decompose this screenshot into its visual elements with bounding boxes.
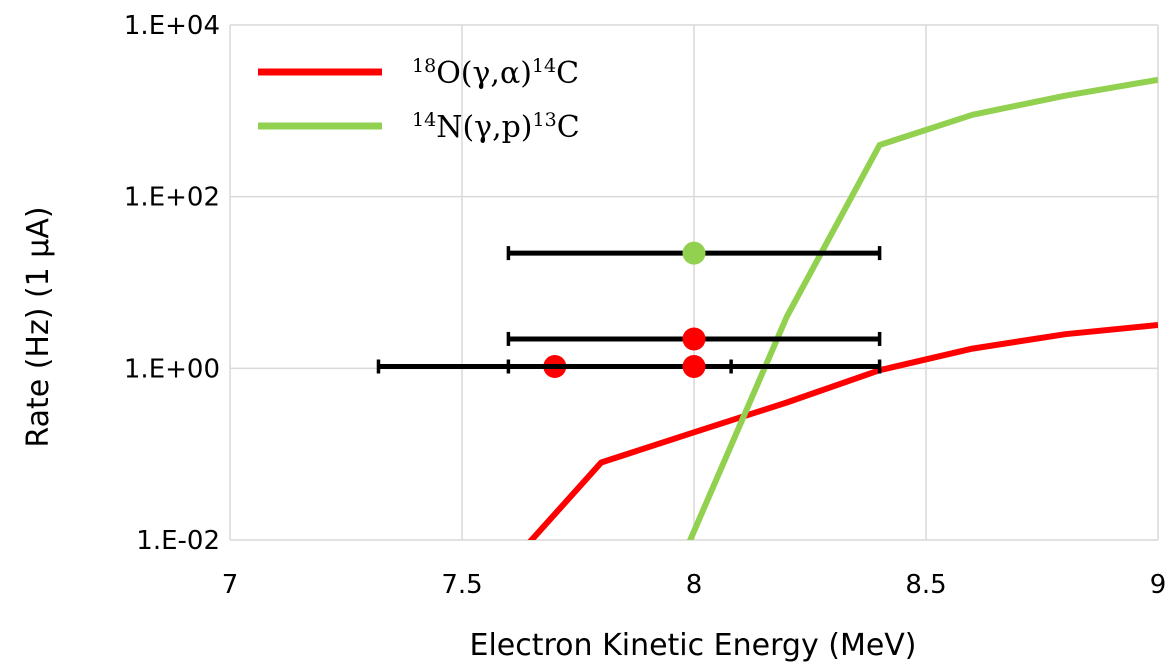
y-axis-title: Rate (Hz) (1 µA) — [21, 206, 56, 447]
x-axis-title: Electron Kinetic Energy (MeV) — [469, 628, 916, 663]
x-tick-label: 9 — [1150, 570, 1167, 600]
series-layer — [527, 76, 1158, 540]
y-tick-label: 1.E+00 — [124, 354, 220, 384]
series-line-2 — [686, 76, 1158, 540]
legend-label: 18O(γ,α)14C — [412, 55, 579, 91]
plot-area — [229, 25, 1158, 541]
y-tick-label: 1.E-02 — [136, 526, 220, 556]
tick-labels: 7 7.5 8 8.5 9 1.E-02 1.E+00 1.E+02 1.E+04 — [124, 11, 1166, 600]
legend-label: 14N(γ,p)13C — [412, 109, 580, 145]
x-tick-label: 8 — [686, 570, 703, 600]
x-tick-label: 8.5 — [905, 570, 946, 600]
data-point-4 — [682, 355, 706, 379]
x-tick-label: 7 — [222, 570, 239, 600]
measurement-layer — [376, 241, 882, 379]
series-line-1 — [527, 322, 1158, 540]
data-point-2 — [682, 327, 706, 351]
data-point-1 — [682, 241, 706, 265]
x-tick-label: 7.5 — [441, 570, 482, 600]
y-tick-label: 1.E+02 — [124, 183, 220, 213]
y-tick-label: 1.E+04 — [124, 11, 220, 41]
legend: 18O(γ,α)14C 14N(γ,p)13C — [258, 55, 580, 145]
